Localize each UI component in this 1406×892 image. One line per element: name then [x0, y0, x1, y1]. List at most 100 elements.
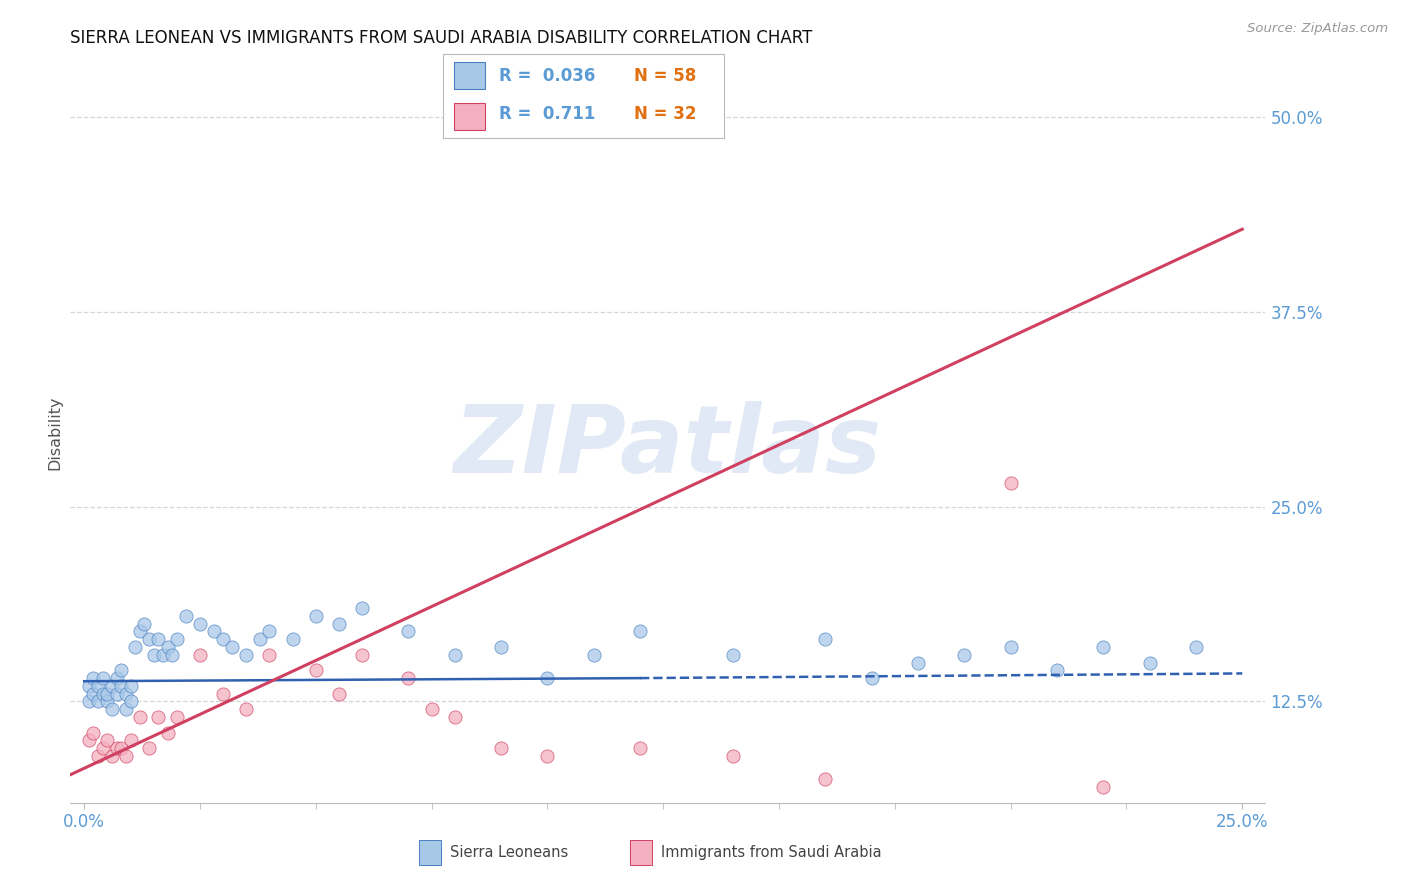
Point — [96, 687, 118, 701]
Point — [105, 671, 128, 685]
Point — [77, 733, 100, 747]
Text: R =  0.036: R = 0.036 — [499, 67, 596, 85]
Text: SIERRA LEONEAN VS IMMIGRANTS FROM SAUDI ARABIA DISABILITY CORRELATION CHART: SIERRA LEONEAN VS IMMIGRANTS FROM SAUDI … — [70, 29, 813, 47]
Point — [77, 679, 100, 693]
Point — [235, 648, 257, 662]
Point — [1092, 780, 1115, 795]
Point — [87, 679, 110, 693]
Point — [1000, 640, 1022, 654]
Text: ZIPatlas: ZIPatlas — [454, 401, 882, 493]
Point — [443, 710, 465, 724]
Point — [166, 632, 188, 647]
Point — [115, 749, 138, 764]
Point — [628, 624, 651, 639]
Point — [156, 640, 179, 654]
Point — [628, 741, 651, 756]
Point — [212, 632, 235, 647]
Point — [110, 741, 132, 756]
Point — [110, 679, 132, 693]
Point — [305, 663, 328, 677]
Text: Immigrants from Saudi Arabia: Immigrants from Saudi Arabia — [661, 846, 882, 860]
Point — [721, 648, 744, 662]
Point — [128, 710, 150, 724]
Point — [105, 741, 128, 756]
Point — [152, 648, 174, 662]
Point — [128, 624, 150, 639]
Y-axis label: Disability: Disability — [46, 395, 62, 470]
Point — [281, 632, 304, 647]
FancyBboxPatch shape — [454, 103, 485, 130]
Point — [420, 702, 443, 716]
Point — [82, 725, 104, 739]
Point — [536, 671, 558, 685]
Point — [87, 694, 110, 708]
Point — [489, 741, 512, 756]
Point — [1092, 640, 1115, 654]
Point — [188, 616, 211, 631]
Point — [101, 702, 124, 716]
Point — [221, 640, 243, 654]
Point — [907, 656, 929, 670]
Point — [1046, 663, 1069, 677]
FancyBboxPatch shape — [454, 62, 485, 89]
Point — [259, 648, 281, 662]
Point — [352, 648, 374, 662]
Point — [249, 632, 271, 647]
Text: N = 32: N = 32 — [634, 105, 696, 123]
Point — [115, 702, 138, 716]
Point — [91, 687, 114, 701]
Point — [398, 624, 420, 639]
Point — [124, 640, 146, 654]
Point — [115, 687, 138, 701]
Point — [188, 648, 211, 662]
Point — [82, 671, 104, 685]
Point — [120, 733, 142, 747]
Point — [1139, 656, 1161, 670]
Point — [148, 632, 170, 647]
Point — [148, 710, 170, 724]
Text: Source: ZipAtlas.com: Source: ZipAtlas.com — [1247, 22, 1388, 36]
Point — [77, 694, 100, 708]
Point — [120, 694, 142, 708]
Point — [105, 687, 128, 701]
Point — [328, 687, 350, 701]
Point — [398, 671, 420, 685]
Point — [305, 608, 328, 623]
Point — [96, 694, 118, 708]
Point — [91, 671, 114, 685]
Point — [101, 749, 124, 764]
Point — [202, 624, 225, 639]
Point — [156, 725, 179, 739]
Point — [138, 632, 160, 647]
Point — [1185, 640, 1208, 654]
Point — [96, 733, 118, 747]
Point — [328, 616, 350, 631]
Point — [101, 679, 124, 693]
Point — [82, 687, 104, 701]
Point — [352, 601, 374, 615]
Point — [160, 648, 183, 662]
Point — [134, 616, 156, 631]
Point — [814, 772, 837, 787]
Point — [87, 749, 110, 764]
Point — [953, 648, 976, 662]
Point — [138, 741, 160, 756]
Text: Sierra Leoneans: Sierra Leoneans — [450, 846, 568, 860]
Point — [489, 640, 512, 654]
Point — [91, 741, 114, 756]
Point — [174, 608, 197, 623]
Point — [721, 749, 744, 764]
Point — [536, 749, 558, 764]
Text: N = 58: N = 58 — [634, 67, 696, 85]
Text: R =  0.711: R = 0.711 — [499, 105, 596, 123]
Point — [443, 648, 465, 662]
Point — [259, 624, 281, 639]
Point — [110, 663, 132, 677]
Point — [814, 632, 837, 647]
Point — [860, 671, 883, 685]
Point — [212, 687, 235, 701]
Point — [166, 710, 188, 724]
Point — [235, 702, 257, 716]
Point — [142, 648, 165, 662]
Point — [120, 679, 142, 693]
